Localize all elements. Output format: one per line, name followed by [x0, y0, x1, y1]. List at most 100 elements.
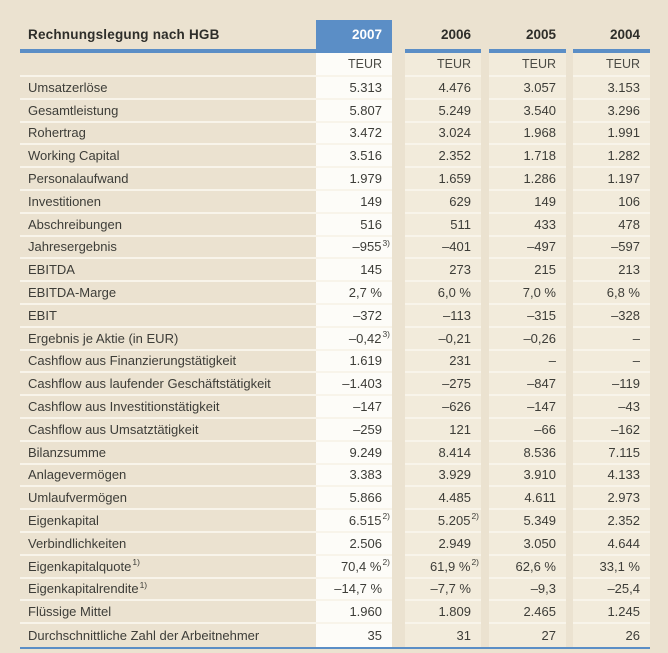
- value-2004: 2.973: [573, 487, 650, 511]
- table-row: Jahresergebnis –955 3) –401 –497 –597: [20, 236, 650, 260]
- value-2006: –0,21: [405, 327, 481, 351]
- value-2006: –7,7 %: [405, 578, 481, 602]
- table-row: Umsatzerlöse 5.313 4.476 3.057 3.153: [20, 77, 650, 100]
- table-row: Eigenkapitalquote 1) 70,4 % 2) 61,9 % 2) 62,6 …: [20, 555, 650, 579]
- value-2004: –: [573, 350, 650, 374]
- column-gap: [392, 328, 405, 351]
- value-2004: 26: [573, 624, 650, 647]
- row-label: Gesamtleistung: [20, 100, 316, 123]
- header-rule-segment: [573, 49, 650, 53]
- column-gap: [392, 579, 405, 602]
- column-gap: [392, 442, 405, 465]
- value-2005: –497: [489, 236, 566, 260]
- value-2006: 273: [405, 259, 481, 283]
- value-2007: 149: [316, 190, 392, 214]
- row-label: Cashflow aus Umsatztätigkeit: [20, 419, 316, 442]
- value-2004: –: [573, 327, 650, 351]
- value-2007: –0,42 3): [316, 327, 392, 351]
- row-label: Anlagevermögen: [20, 465, 316, 488]
- value-2005: 3.540: [489, 99, 566, 123]
- value-2007: 35: [316, 624, 392, 647]
- column-gap: [392, 259, 405, 282]
- value-2006: 4.476: [405, 77, 481, 100]
- footnote-marker: 1): [139, 579, 148, 590]
- column-gap: [392, 465, 405, 488]
- value-2005: 1.718: [489, 145, 566, 169]
- table-row: Anlagevermögen 3.383 3.929 3.910 4.133: [20, 464, 650, 488]
- value-2004: 4.133: [573, 464, 650, 488]
- column-gap: [481, 123, 489, 146]
- footnote-marker: 2): [382, 556, 390, 567]
- unit-label-2005: TEUR: [489, 53, 566, 77]
- unit-label-2006: TEUR: [405, 53, 481, 77]
- column-gap: [481, 328, 489, 351]
- column-gap: [566, 419, 573, 442]
- table-row: Investitionen 149 629 149 106: [20, 190, 650, 214]
- value-2004: 478: [573, 213, 650, 237]
- column-gap: [566, 191, 573, 214]
- value-2005: 8.536: [489, 441, 566, 465]
- row-label: Umsatzerlöse: [20, 77, 316, 100]
- row-label: Working Capital: [20, 145, 316, 169]
- column-gap: [392, 168, 405, 191]
- value-2006: 629: [405, 190, 481, 214]
- value-2007: 5.866: [316, 487, 392, 511]
- column-gap: [481, 259, 489, 282]
- column-gap: [566, 487, 573, 510]
- value-2005: 215: [489, 259, 566, 283]
- row-label: Jahresergebnis: [20, 237, 316, 260]
- column-gap: [566, 351, 573, 374]
- column-gap: [481, 305, 489, 328]
- footnote-marker: 2): [471, 511, 479, 522]
- column-gap: [566, 168, 573, 191]
- value-2004: 1.245: [573, 601, 650, 625]
- column-gap: [392, 191, 405, 214]
- value-2004: 3.296: [573, 99, 650, 123]
- table-row: Cashflow aus Investitionstätigkeit –147 –6…: [20, 396, 650, 419]
- column-gap: [392, 53, 405, 77]
- column-gap: [566, 510, 573, 533]
- column-gap: [392, 282, 405, 305]
- unit-row: TEUR TEUR TEUR TEUR: [20, 53, 650, 77]
- column-gap: [481, 351, 489, 374]
- row-label: Abschreibungen: [20, 214, 316, 237]
- column-gap: [481, 20, 489, 49]
- column-gap: [392, 624, 405, 647]
- value-2006: –113: [405, 304, 481, 328]
- column-gap: [566, 123, 573, 146]
- financial-summary-table: Rechnungslegung nach HGB 2007 2006 2005 …: [20, 20, 650, 649]
- column-gap: [392, 305, 405, 328]
- value-2006: 31: [405, 624, 481, 647]
- unit-row-label-spacer: [20, 53, 316, 77]
- column-gap: [566, 20, 573, 49]
- value-2005: –0,26: [489, 327, 566, 351]
- row-label: Cashflow aus Finanzierungstätigkeit: [20, 351, 316, 374]
- value-2004: 106: [573, 190, 650, 214]
- value-2005: 3.910: [489, 464, 566, 488]
- column-gap: [392, 396, 405, 419]
- value-2006: –626: [405, 396, 481, 419]
- row-label: Bilanzsumme: [20, 442, 316, 465]
- value-2007: 516: [316, 213, 392, 237]
- value-2006: 8.414: [405, 441, 481, 465]
- value-2005: –: [489, 350, 566, 374]
- column-gap: [392, 100, 405, 123]
- table-row: EBITDA 145 273 215 213: [20, 259, 650, 283]
- table-body: Umsatzerlöse 5.313 4.476 3.057 3.153 Gesamtle…: [20, 77, 650, 647]
- footnote-marker: 3): [382, 237, 390, 248]
- value-2004: 4.644: [573, 532, 650, 556]
- value-2004: –25,4: [573, 578, 650, 602]
- column-gap: [392, 419, 405, 442]
- value-2006: 4.485: [405, 487, 481, 511]
- row-label: Eigenkapital: [20, 510, 316, 533]
- value-2006: 5.249: [405, 99, 481, 123]
- header-rule-segment: [20, 49, 392, 53]
- column-gap: [566, 328, 573, 351]
- column-gap: [392, 487, 405, 510]
- table-row: Cashflow aus laufender Geschäftstätigkei…: [20, 373, 650, 397]
- column-gap: [566, 53, 573, 77]
- year-header-2004: 2004: [609, 27, 640, 42]
- column-gap: [566, 145, 573, 168]
- value-2005: 1.968: [489, 122, 566, 146]
- row-label: Rohertrag: [20, 123, 316, 146]
